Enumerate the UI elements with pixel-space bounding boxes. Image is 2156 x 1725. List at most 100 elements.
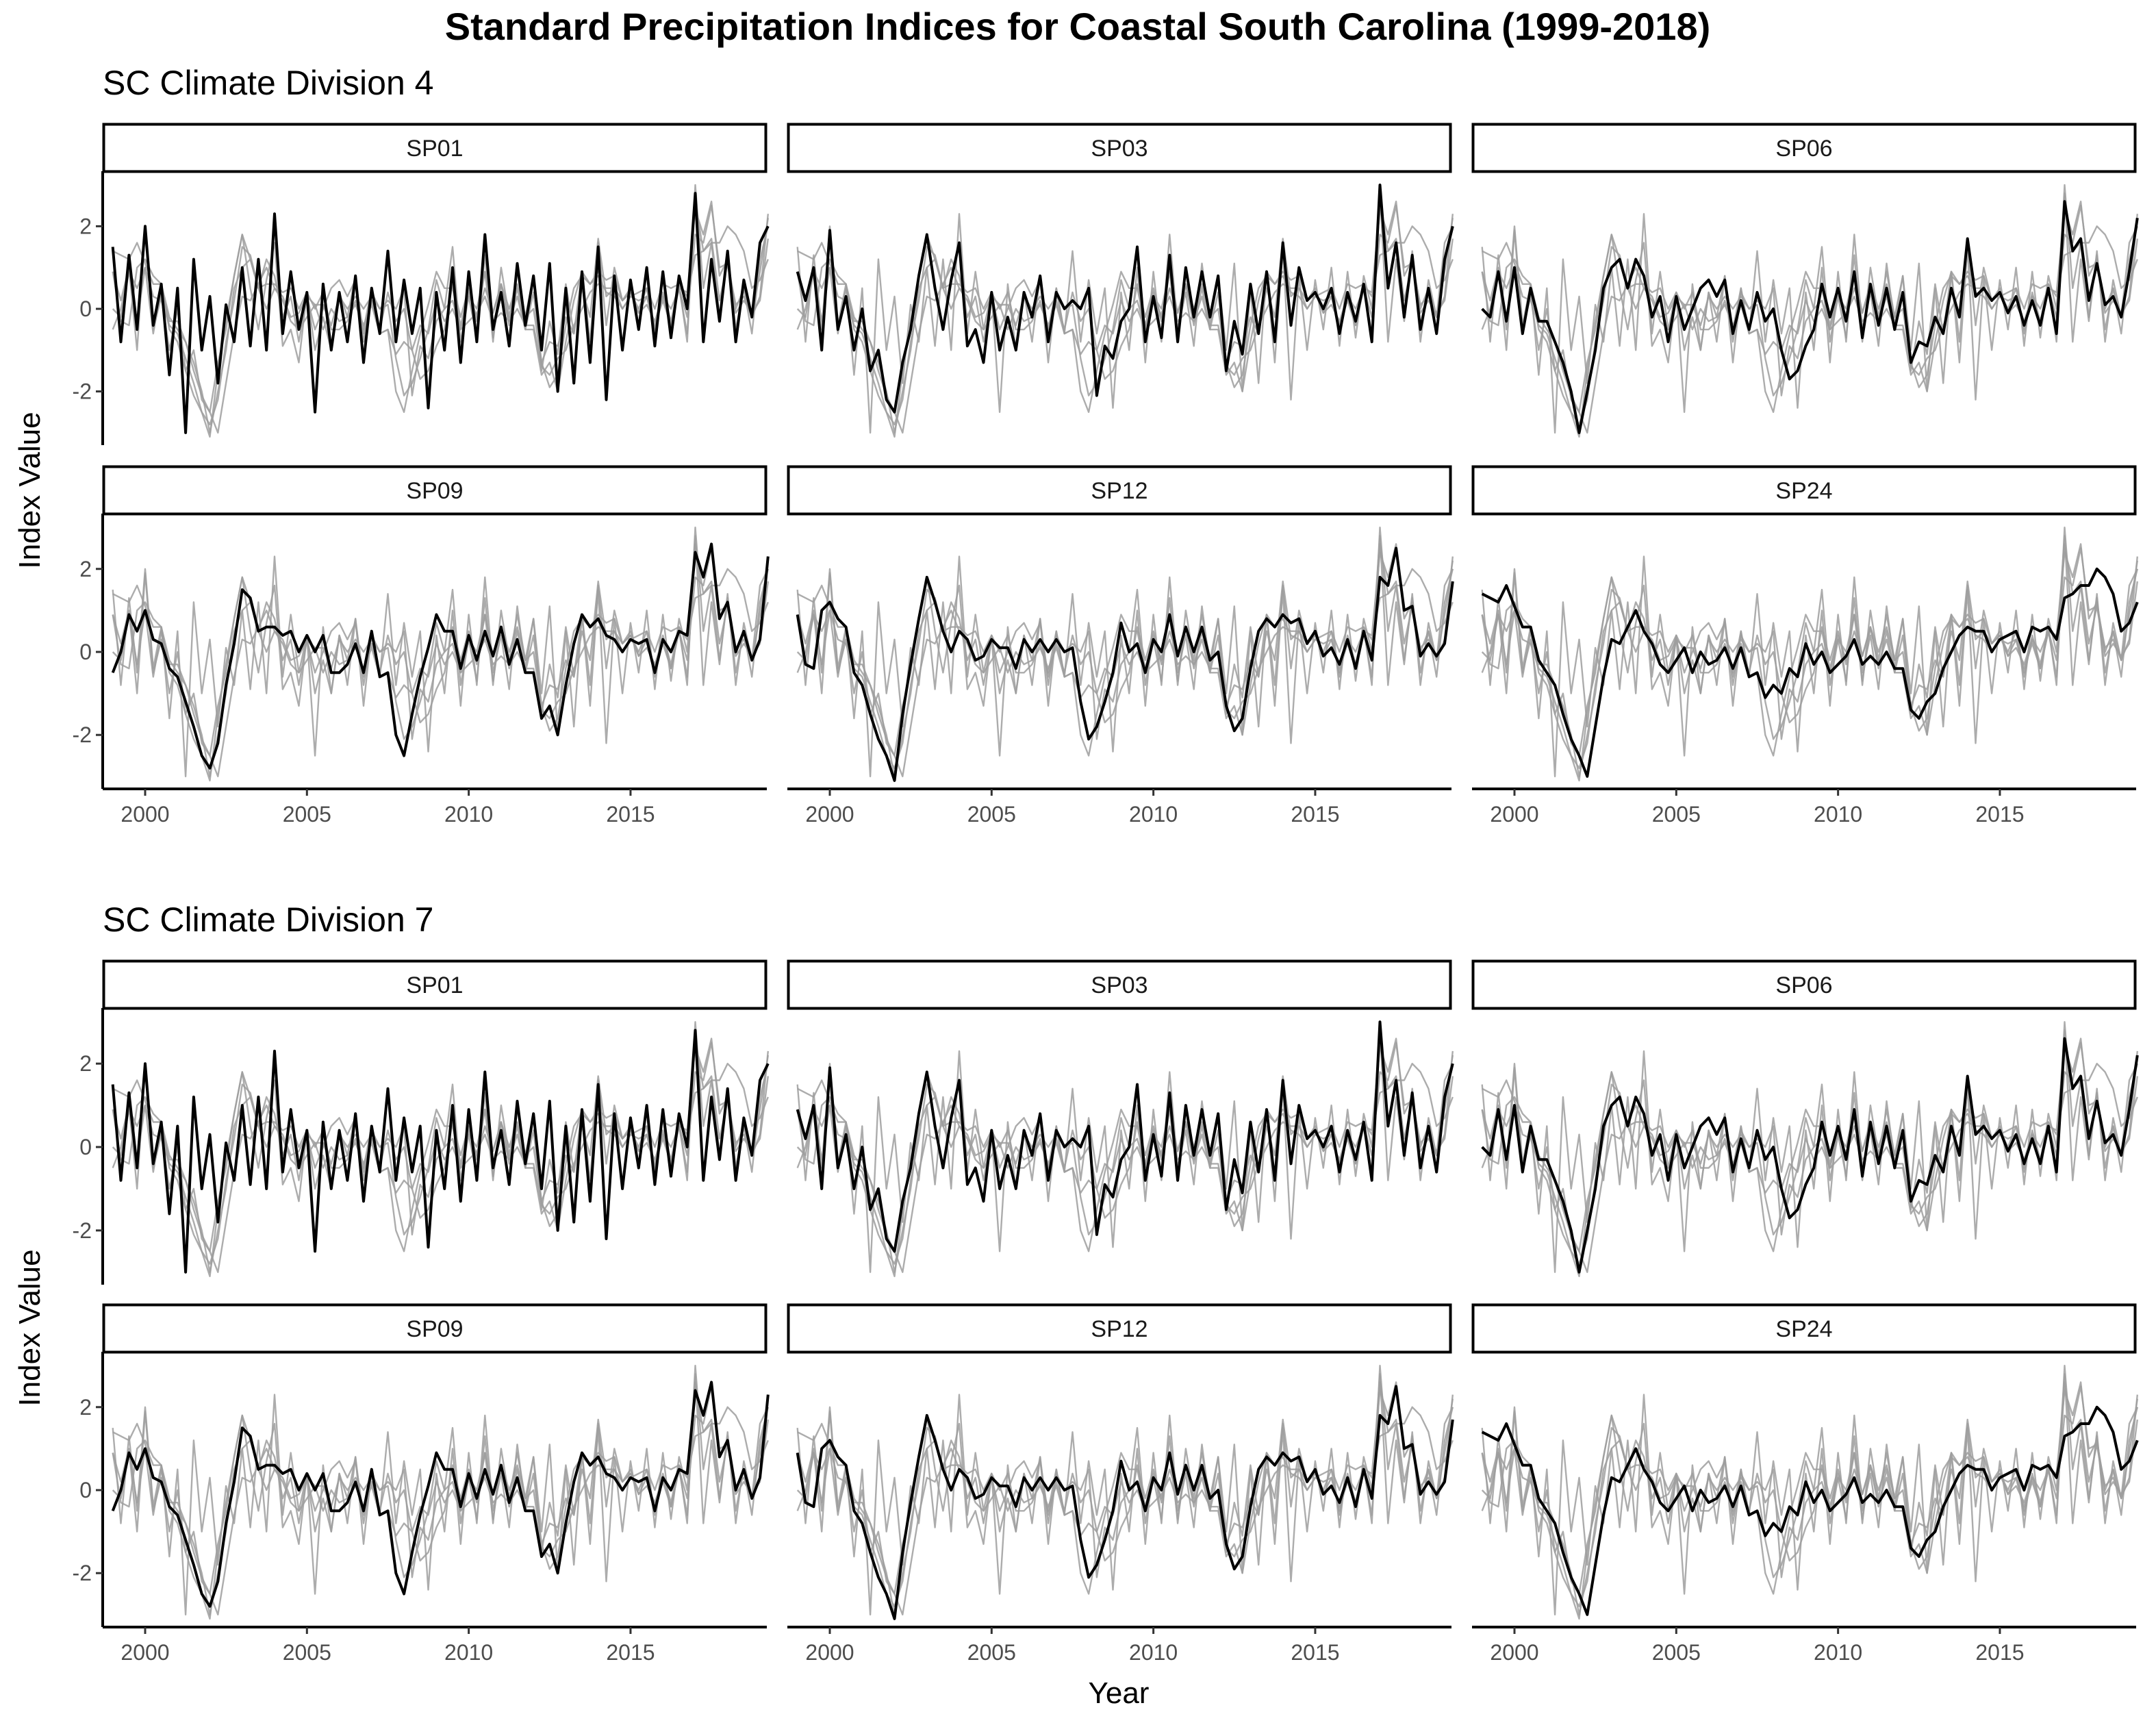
y-tick-label: -2 bbox=[73, 1218, 92, 1243]
series-line-background-sp24 bbox=[797, 1406, 1454, 1616]
x-tick-label: 2000 bbox=[805, 802, 854, 827]
facet-label: SP24 bbox=[1775, 1316, 1832, 1342]
series-line-background-sp03 bbox=[112, 1364, 769, 1595]
y-axis-title-division-4: Index Value bbox=[13, 412, 47, 568]
x-tick-label: 2000 bbox=[805, 1640, 854, 1665]
facet-label: SP01 bbox=[406, 972, 463, 998]
x-tick-label: 2005 bbox=[283, 1640, 331, 1665]
section-title: SC Climate Division 4 bbox=[103, 64, 433, 102]
x-tick-label: 2015 bbox=[1975, 802, 2024, 827]
series-line-background-sp24 bbox=[797, 1062, 1454, 1273]
series-line-highlight-sp24 bbox=[1481, 567, 2139, 778]
series-line-highlight-sp06 bbox=[1481, 1037, 2139, 1274]
y-tick-label: 2 bbox=[79, 1051, 92, 1076]
x-tick-label: 2000 bbox=[1490, 802, 1538, 827]
x-tick-label: 2015 bbox=[606, 1640, 655, 1665]
y-tick-label: 0 bbox=[79, 1135, 92, 1159]
division-section-0: SC Climate Division 4 SP01 2 0 -2 SP03 SP06 SP0… bbox=[73, 64, 2139, 827]
y-tick-label: 0 bbox=[79, 640, 92, 664]
facet-panel-sp06: SP06 bbox=[1471, 959, 2139, 1278]
facet-panel-sp24: SP24 2000 2005 2010 2015 bbox=[1471, 1303, 2139, 1665]
x-tick-label: 2015 bbox=[1975, 1640, 2024, 1665]
series-line-highlight-sp03 bbox=[796, 1020, 1454, 1253]
facet-strip bbox=[102, 123, 768, 173]
facet-strip bbox=[102, 465, 768, 516]
facet-label: SP03 bbox=[1091, 972, 1147, 998]
series-line-highlight-sp01 bbox=[111, 1029, 770, 1274]
facet-label: SP09 bbox=[406, 478, 463, 504]
series-line-background-sp03 bbox=[1481, 1021, 2138, 1252]
series-line-highlight-sp24 bbox=[1481, 1405, 2139, 1616]
facet-panel-sp09: SP09 2 0 -2 2000 2005 2010 2015 bbox=[73, 465, 770, 827]
y-tick-label: 2 bbox=[79, 1395, 92, 1420]
x-tick-label: 2010 bbox=[1814, 802, 1862, 827]
facet-panel-sp01: SP01 2 0 -2 bbox=[73, 959, 770, 1285]
series-line-background-sp24 bbox=[797, 568, 1454, 778]
series-line-highlight-sp06 bbox=[1481, 200, 2139, 434]
y-tick-label: 0 bbox=[79, 297, 92, 321]
series-line-background-sp03 bbox=[1481, 527, 2138, 757]
facet-panel-sp12: SP12 2000 2005 2010 2015 bbox=[787, 465, 1454, 827]
series-line-highlight-sp12 bbox=[796, 1385, 1454, 1620]
series-line-background-sp03 bbox=[112, 527, 769, 757]
facet-strip bbox=[1471, 123, 2137, 173]
facet-strip bbox=[787, 1303, 1452, 1354]
chart-sections: SC Climate Division 4 SP01 2 0 -2 SP03 SP06 SP0… bbox=[73, 64, 2139, 1665]
series-line-background-sp24 bbox=[112, 1406, 769, 1616]
figure-title: Standard Precipitation Indices for Coast… bbox=[445, 5, 1710, 48]
x-axis-title: Year bbox=[1089, 1676, 1150, 1710]
y-axis-title-division-7: Index Value bbox=[13, 1249, 47, 1406]
series-line-background-sp12 bbox=[1481, 547, 2138, 782]
x-tick-label: 2005 bbox=[967, 802, 1016, 827]
x-tick-label: 2015 bbox=[1291, 1640, 1339, 1665]
y-tick-label: -2 bbox=[73, 722, 92, 747]
section-title: SC Climate Division 7 bbox=[103, 901, 433, 939]
series-line-background-sp03 bbox=[1481, 1364, 2138, 1595]
facet-panel-sp12: SP12 2000 2005 2010 2015 bbox=[787, 1303, 1454, 1665]
x-tick-label: 2010 bbox=[444, 1640, 493, 1665]
facet-strip bbox=[102, 1303, 768, 1354]
facet-strip bbox=[1471, 1303, 2137, 1354]
series-line-background-sp09 bbox=[1481, 543, 2138, 769]
facet-label: SP03 bbox=[1091, 136, 1147, 162]
x-tick-label: 2010 bbox=[1814, 1640, 1862, 1665]
x-tick-label: 2010 bbox=[444, 802, 493, 827]
facet-label: SP12 bbox=[1091, 478, 1147, 504]
facet-label: SP06 bbox=[1775, 136, 1832, 162]
x-tick-label: 2000 bbox=[1490, 1640, 1538, 1665]
facet-label: SP01 bbox=[406, 136, 463, 162]
series-line-highlight-sp09 bbox=[111, 1381, 770, 1608]
x-tick-label: 2000 bbox=[121, 802, 169, 827]
facet-panel-sp03: SP03 bbox=[787, 959, 1454, 1278]
y-tick-label: -2 bbox=[73, 1561, 92, 1585]
x-tick-label: 2005 bbox=[1652, 1640, 1701, 1665]
series-line-highlight-sp09 bbox=[111, 542, 770, 770]
facet-strip bbox=[1471, 959, 2137, 1010]
x-tick-label: 2010 bbox=[1129, 802, 1178, 827]
x-tick-label: 2005 bbox=[283, 802, 331, 827]
facet-label: SP06 bbox=[1775, 972, 1832, 998]
facet-strip bbox=[102, 959, 768, 1010]
x-tick-label: 2015 bbox=[1291, 802, 1339, 827]
y-tick-label: 0 bbox=[79, 1478, 92, 1502]
facet-panel-sp06: SP06 bbox=[1471, 123, 2139, 438]
facet-panel-sp03: SP03 bbox=[787, 123, 1454, 438]
y-tick-label: 2 bbox=[79, 557, 92, 581]
series-line-background-sp24 bbox=[797, 225, 1454, 434]
facet-label: SP09 bbox=[406, 1316, 463, 1342]
facet-strip bbox=[1471, 465, 2137, 516]
y-tick-label: 2 bbox=[79, 214, 92, 238]
series-line-background-sp24 bbox=[112, 568, 769, 778]
series-line-background-sp24 bbox=[1482, 225, 2138, 434]
x-tick-label: 2005 bbox=[967, 1640, 1016, 1665]
facet-strip bbox=[787, 123, 1452, 173]
x-tick-label: 2010 bbox=[1129, 1640, 1178, 1665]
facet-strip bbox=[787, 959, 1452, 1010]
division-section-1: SC Climate Division 7 SP01 2 0 -2 SP03 SP06 SP0… bbox=[73, 901, 2139, 1665]
facet-panel-sp01: SP01 2 0 -2 bbox=[73, 123, 770, 445]
series-line-background-sp12 bbox=[1481, 1385, 2138, 1620]
x-tick-label: 2000 bbox=[121, 1640, 169, 1665]
series-line-background-sp24 bbox=[1482, 1062, 2138, 1273]
